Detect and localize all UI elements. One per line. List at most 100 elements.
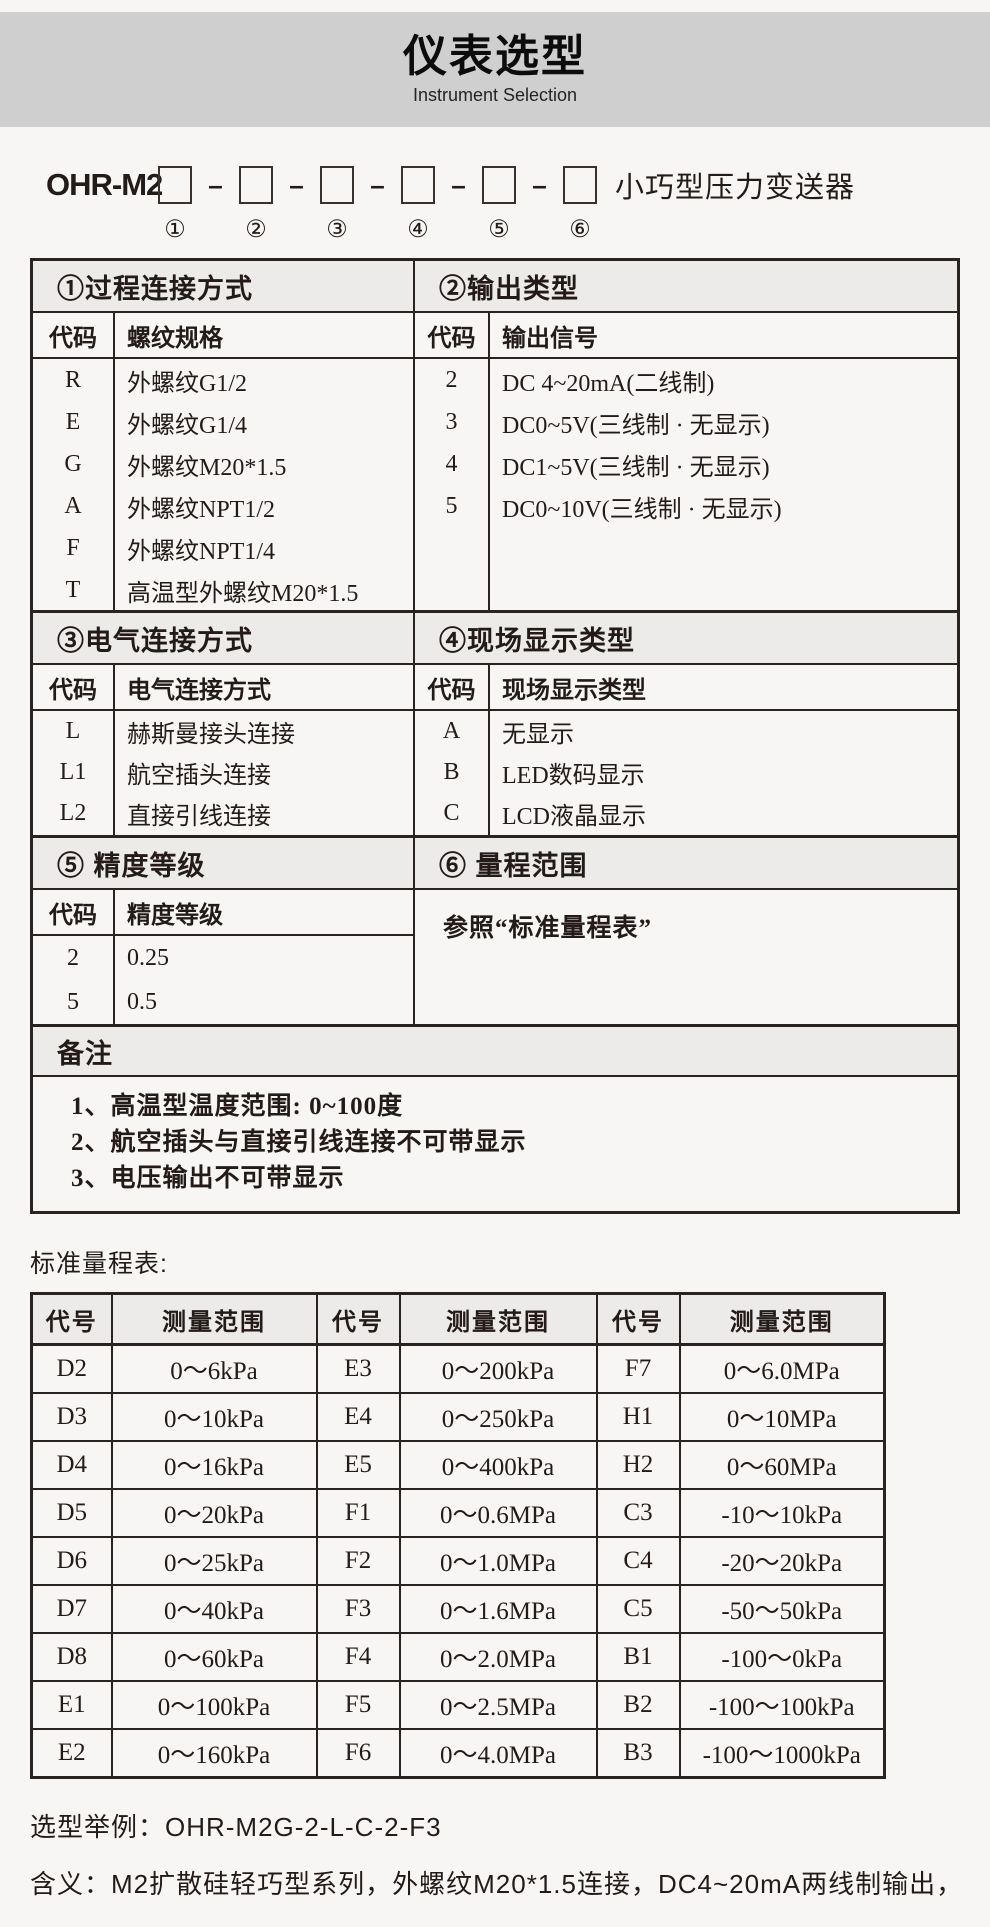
column-divider <box>488 313 490 610</box>
range-row: E2 0～160kPa F6 0～4.0MPa B3 -100～1000kPa <box>30 1728 886 1779</box>
row-code: 5 <box>67 988 79 1015</box>
range-value: -10～10kPa <box>678 1488 886 1538</box>
selection-band-3: ⑤ 精度等级 代码 精度等级 2 0.25 5 0.5 <box>33 835 957 1024</box>
remark-item: 1、高温型温度范围: 0~100度 <box>71 1093 404 1120</box>
model-separator: – <box>451 169 466 200</box>
model-slot-box-5 <box>482 166 516 204</box>
range-code: D7 <box>30 1584 113 1634</box>
range-header-cell: 代号 <box>595 1292 681 1346</box>
range-value: -100～1000kPa <box>678 1728 886 1779</box>
range-header-cell: 测量范围 <box>110 1292 318 1346</box>
selection-band-1: ①过程连接方式 代码 螺纹规格 R 外螺纹G1/2 E <box>33 261 957 610</box>
range-code: C5 <box>595 1584 681 1634</box>
range-value: -100～0kPa <box>678 1632 886 1682</box>
range-row: D6 0～25kPa F2 0～1.0MPa C4 -20～20kPa <box>30 1536 886 1586</box>
range-value: 0～250kPa <box>398 1392 598 1442</box>
page-title: 仪表选型 <box>403 31 587 81</box>
selection-table: ①过程连接方式 代码 螺纹规格 R 外螺纹G1/2 E <box>30 258 960 1214</box>
section-rows: R 外螺纹G1/2 E 外螺纹G1/4 G 外螺纹M20*1.5 <box>33 359 413 611</box>
row-code: 4 <box>445 450 458 477</box>
range-value: 0～25kPa <box>110 1536 318 1586</box>
row-desc: DC0~5V(三线制 · 无显示) <box>502 412 770 439</box>
range-value: 0～2.0MPa <box>398 1632 598 1682</box>
range-row: D4 0～16kPa E5 0～400kPa H2 0～60MPa <box>30 1440 886 1490</box>
remark-title: 备注 <box>33 1027 957 1077</box>
range-value: 0～10MPa <box>678 1392 886 1442</box>
page-subtitle: Instrument Selection <box>412 85 578 106</box>
remark-section: 备注 1、高温型温度范围: 0~100度 2、航空插头与直接引线连接不可带显示 3、… <box>33 1024 957 1211</box>
page-header: 仪表选型 Instrument Selection <box>0 12 990 127</box>
section-title: ⑤ 精度等级 <box>33 838 413 890</box>
range-value: 0～16kPa <box>110 1440 318 1490</box>
range-value: 0～400kPa <box>398 1440 598 1490</box>
range-code: F6 <box>315 1728 401 1779</box>
remark-item: 3、电压输出不可带显示 <box>71 1165 345 1192</box>
row-code: L2 <box>59 800 87 826</box>
range-value: -100～100kPa <box>678 1680 886 1730</box>
remark-items: 1、高温型温度范围: 0~100度 2、航空插头与直接引线连接不可带显示 3、电压输… <box>33 1077 957 1211</box>
section-measuring-range: ⑥ 量程范围 参照“标准量程表” <box>415 838 957 1024</box>
section-title: ①过程连接方式 <box>33 261 413 313</box>
position-number: ⑤ <box>488 217 510 243</box>
section-electrical-connection: ③电气连接方式 代码 电气连接方式 L 赫斯曼接头连接 L1 <box>33 613 415 835</box>
row-code: A <box>442 718 461 744</box>
model-slot-box-3 <box>320 166 354 204</box>
section-accuracy-class: ⑤ 精度等级 代码 精度等级 2 0.25 5 0.5 <box>33 838 415 1024</box>
range-value: 0～60kPa <box>110 1632 318 1682</box>
range-code: H1 <box>595 1392 681 1442</box>
range-code: E3 <box>315 1343 401 1394</box>
row-desc: 0.25 <box>127 944 169 971</box>
column-headers: 代码 电气连接方式 <box>33 665 413 711</box>
section-rows: 2 0.25 5 0.5 <box>33 936 413 1024</box>
label-header: 螺纹规格 <box>127 325 223 352</box>
row-code: G <box>64 450 82 477</box>
range-row: E1 0～100kPa F5 0～2.5MPa B2 -100～100kPa <box>30 1680 886 1730</box>
model-separator: – <box>370 169 385 200</box>
table-row: L1 航空插头连接 <box>33 752 413 793</box>
row-desc: 无显示 <box>502 722 574 748</box>
section-rows: 2 DC 4~20mA(二线制) 3 DC0~5V(三线制 · 无显示) 4 D… <box>415 359 957 610</box>
section-process-connection: ①过程连接方式 代码 螺纹规格 R 外螺纹G1/2 E <box>33 261 415 610</box>
range-code: C3 <box>595 1488 681 1538</box>
label-header: 现场显示类型 <box>502 677 646 704</box>
range-code: B3 <box>595 1728 681 1779</box>
section-title: ③电气连接方式 <box>33 613 413 665</box>
range-value: 0～2.5MPa <box>398 1680 598 1730</box>
row-desc: 外螺纹NPT1/2 <box>127 496 276 523</box>
table-row: C LCD液晶显示 <box>415 793 957 834</box>
table-row: 5 0.5 <box>33 980 413 1024</box>
section-display-type: ④现场显示类型 代码 现场显示类型 A 无显示 B L <box>415 613 957 835</box>
position-number: ① <box>164 217 186 243</box>
model-slot-box-4 <box>401 166 435 204</box>
code-header: 代码 <box>49 902 97 929</box>
table-row: 2 0.25 <box>33 936 413 980</box>
row-desc: 赫斯曼接头连接 <box>127 722 295 748</box>
range-code: F2 <box>315 1536 401 1586</box>
section-output-type: ②输出类型 代码 输出信号 2 DC 4~20mA(二线制) 3 <box>415 261 957 610</box>
column-divider <box>113 313 115 610</box>
range-value: 0～0.6MPa <box>398 1488 598 1538</box>
code-header: 代码 <box>49 325 97 352</box>
row-desc: 0.5 <box>127 988 157 1015</box>
example-meaning-line2: 赫斯曼接头连接，LCD液晶显示，精度0.25级、量程0~1.6MPa <box>30 1921 960 1927</box>
row-desc: 外螺纹M20*1.5 <box>127 454 287 481</box>
table-row: F 外螺纹NPT1/4 <box>33 527 413 569</box>
table-row: A 外螺纹NPT1/2 <box>33 485 413 527</box>
range-header-cell: 代号 <box>315 1292 401 1346</box>
standard-range-table: 代号 测量范围 代号 测量范围 代号 测量范围 D2 0～6kPa E3 0～200kPa… <box>30 1292 886 1779</box>
range-code: F4 <box>315 1632 401 1682</box>
row-code: 5 <box>445 492 458 519</box>
row-desc: DC 4~20mA(二线制) <box>502 370 715 397</box>
range-code: F1 <box>315 1488 401 1538</box>
row-desc: 外螺纹G1/4 <box>127 412 247 439</box>
table-row: 5 DC0~10V(三线制 · 无显示) <box>415 485 957 527</box>
range-code: E1 <box>30 1680 113 1730</box>
row-code: A <box>64 492 82 519</box>
row-code: C <box>443 800 460 826</box>
section-title: ②输出类型 <box>415 261 957 313</box>
range-code: E2 <box>30 1728 113 1779</box>
position-number: ② <box>245 217 267 243</box>
column-divider <box>488 665 490 835</box>
section-title: ④现场显示类型 <box>415 613 957 665</box>
model-slot-box-6 <box>563 166 597 204</box>
